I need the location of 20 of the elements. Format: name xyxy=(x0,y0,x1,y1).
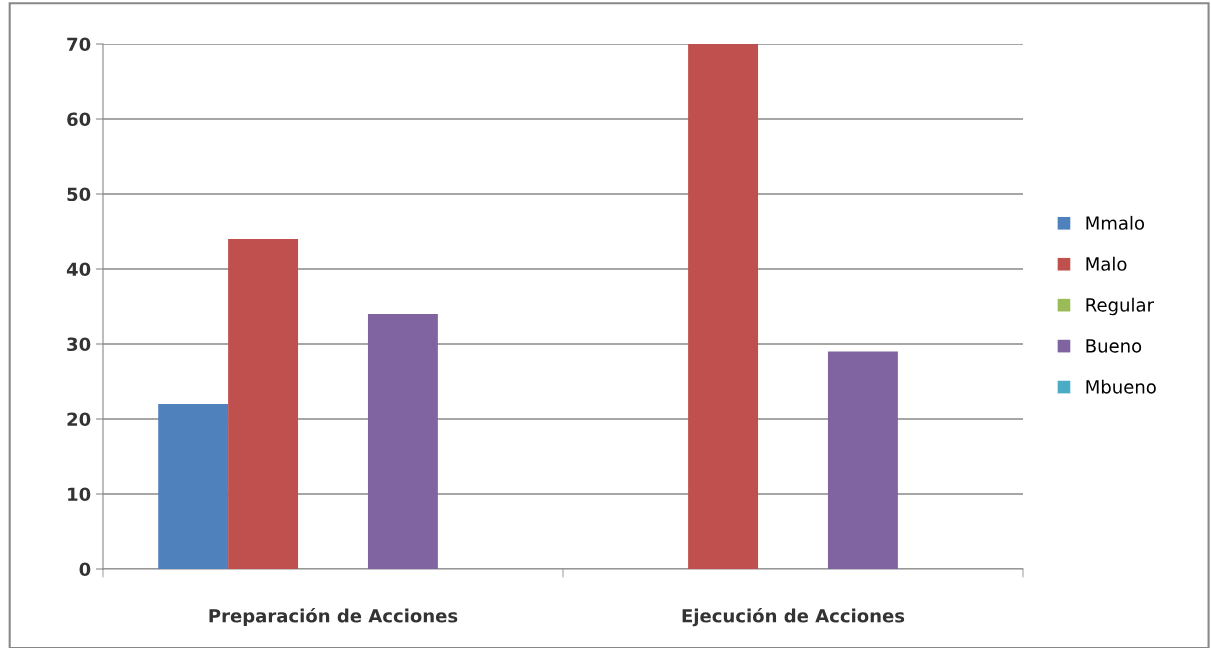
bar xyxy=(367,314,438,569)
legend-label: Bueno xyxy=(1086,339,1142,353)
legend-label: Regular xyxy=(1086,297,1154,316)
y-tick-label: 60 xyxy=(67,112,91,127)
x-tick-label: Ejecución de Acciones xyxy=(682,607,905,627)
legend-label: Mmalo xyxy=(1086,215,1145,230)
y-tick-label: 10 xyxy=(68,487,91,502)
x-tick-label: Preparación de Acciones xyxy=(209,607,458,627)
bar xyxy=(827,351,898,569)
y-tick-label: 0 xyxy=(79,562,91,577)
bar xyxy=(158,404,229,569)
bar xyxy=(228,239,299,569)
bar xyxy=(688,44,759,569)
y-tick-label: 70 xyxy=(67,37,91,52)
y-tick-label: 30 xyxy=(67,337,91,352)
y-tick-label: 40 xyxy=(66,262,91,277)
legend-label: Mbueno xyxy=(1086,379,1156,394)
y-tick-label: 20 xyxy=(67,412,91,427)
legend-label: Malo xyxy=(1086,256,1127,271)
y-tick-label: 50 xyxy=(67,187,91,202)
